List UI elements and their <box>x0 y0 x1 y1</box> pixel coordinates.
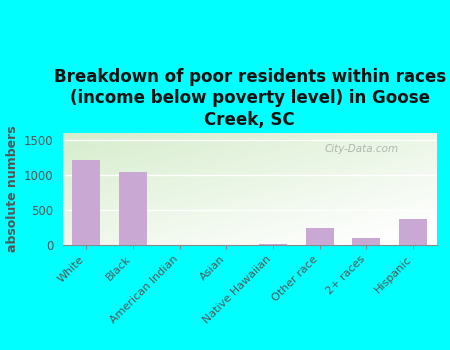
Title: Breakdown of poor residents within races
(income below poverty level) in Goose
C: Breakdown of poor residents within races… <box>54 68 446 129</box>
Bar <box>259 244 287 245</box>
Y-axis label: absolute numbers: absolute numbers <box>6 126 19 252</box>
Bar <box>306 228 334 245</box>
Bar <box>352 238 381 245</box>
Bar <box>399 219 427 245</box>
Bar <box>119 172 147 245</box>
Bar <box>72 160 100 245</box>
Text: City-Data.com: City-Data.com <box>324 144 399 154</box>
